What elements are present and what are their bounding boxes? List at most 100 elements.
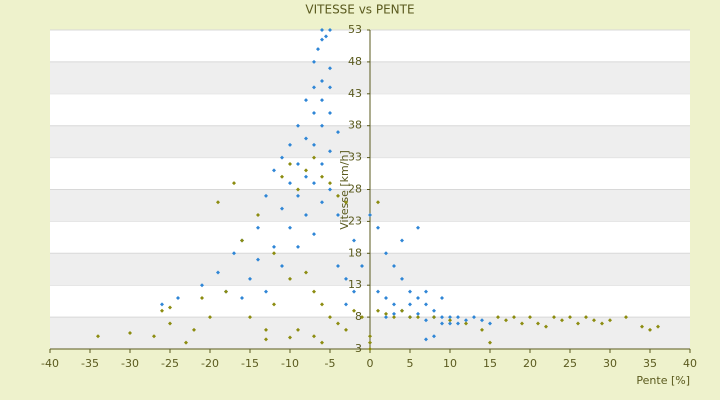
data-point <box>304 270 308 275</box>
data-point <box>248 276 252 281</box>
data-point <box>392 264 396 269</box>
data-point <box>248 315 252 320</box>
data-point <box>152 334 156 339</box>
data-point <box>312 289 316 294</box>
data-point <box>456 321 460 326</box>
data-point <box>288 161 292 166</box>
data-point <box>480 327 484 332</box>
data-point <box>440 321 444 326</box>
x-tick-label: -5 <box>325 357 336 370</box>
data-point <box>384 295 388 300</box>
data-point <box>328 28 332 32</box>
data-point <box>216 270 220 275</box>
data-point <box>160 308 164 313</box>
data-point <box>424 318 428 323</box>
data-point <box>312 59 316 64</box>
data-point <box>328 66 332 71</box>
data-point <box>312 181 316 186</box>
x-tick-label: -10 <box>281 357 299 370</box>
data-point <box>200 283 204 288</box>
y-tick-label: 28 <box>348 183 362 196</box>
data-point <box>400 238 404 243</box>
data-point <box>592 318 596 323</box>
data-point <box>288 142 292 147</box>
data-point <box>368 340 372 345</box>
data-point <box>352 308 356 313</box>
x-tick-label: 40 <box>683 357 697 370</box>
x-tick-label: -20 <box>201 357 219 370</box>
data-point <box>336 130 340 135</box>
data-point <box>320 174 324 179</box>
data-point <box>368 347 372 351</box>
data-point <box>496 315 500 320</box>
data-point <box>192 327 196 332</box>
data-point <box>320 340 324 345</box>
data-point <box>312 110 316 115</box>
data-point <box>544 324 548 329</box>
x-tick-label: 25 <box>563 357 577 370</box>
y-tick-label: 48 <box>348 55 362 68</box>
data-point <box>272 168 276 173</box>
data-point <box>324 34 328 39</box>
data-point <box>472 315 476 320</box>
y-tick-label: 43 <box>348 87 362 100</box>
y-tick-label: 8 <box>355 310 362 323</box>
data-point <box>528 315 532 320</box>
data-point <box>288 276 292 281</box>
data-point <box>376 200 380 205</box>
data-point <box>240 295 244 300</box>
data-point <box>288 225 292 230</box>
data-point <box>272 251 276 256</box>
data-point <box>296 193 300 198</box>
data-point <box>440 295 444 300</box>
data-point <box>432 315 436 320</box>
data-point <box>312 232 316 237</box>
data-point <box>536 321 540 326</box>
data-point <box>320 79 324 84</box>
data-point <box>560 318 564 323</box>
data-point <box>328 187 332 192</box>
data-point <box>416 311 420 316</box>
data-point <box>432 334 436 339</box>
data-point <box>416 295 420 300</box>
data-point <box>312 334 316 339</box>
data-point <box>336 264 340 269</box>
data-point <box>432 308 436 313</box>
data-point <box>336 213 340 218</box>
data-point <box>360 315 364 320</box>
x-tick-label: -15 <box>241 357 259 370</box>
data-point <box>344 200 348 205</box>
data-point <box>320 200 324 205</box>
y-axis-title: Vitesse [km/h] <box>338 150 351 230</box>
data-point <box>256 213 260 218</box>
data-point <box>352 289 356 294</box>
data-point <box>512 315 516 320</box>
data-point <box>224 289 228 294</box>
data-point <box>584 315 588 320</box>
data-point <box>520 321 524 326</box>
data-point <box>328 85 332 90</box>
data-point <box>392 315 396 320</box>
data-point <box>296 187 300 192</box>
data-point <box>328 149 332 154</box>
data-point <box>168 305 172 310</box>
data-point <box>312 142 316 147</box>
data-point <box>448 321 452 326</box>
chart-title: VITESSE vs PENTE <box>305 3 414 17</box>
data-point <box>456 315 460 320</box>
data-point <box>96 334 100 339</box>
data-point <box>280 155 284 160</box>
data-point <box>304 168 308 173</box>
x-tick-label: 15 <box>483 357 497 370</box>
data-point <box>240 238 244 243</box>
data-point <box>312 155 316 160</box>
data-point <box>344 276 348 281</box>
x-tick-label: 10 <box>443 357 457 370</box>
data-point <box>320 37 324 42</box>
data-point <box>384 315 388 320</box>
data-point <box>448 315 452 320</box>
y-tick-label: 38 <box>348 119 362 132</box>
data-point <box>416 315 420 320</box>
data-point <box>312 85 316 90</box>
